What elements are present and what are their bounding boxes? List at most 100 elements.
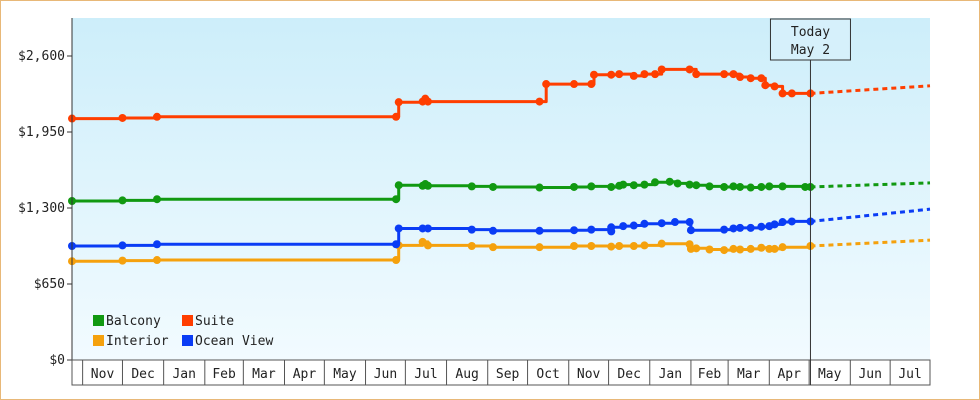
legend-label: Interior: [106, 334, 169, 349]
data-point: [542, 80, 551, 89]
data-point: [467, 182, 476, 191]
data-point: [392, 195, 401, 204]
legend-label: Balcony: [106, 314, 161, 329]
data-point: [736, 73, 745, 82]
legend-swatch: [93, 335, 104, 346]
data-point: [423, 181, 432, 190]
data-point: [757, 182, 766, 191]
data-point: [615, 242, 624, 250]
data-point: [535, 243, 544, 252]
data-point: [640, 241, 649, 250]
data-point: [423, 241, 432, 250]
data-point: [423, 97, 432, 106]
data-point: [787, 217, 796, 226]
data-point: [629, 242, 638, 250]
data-point: [587, 242, 596, 250]
data-point: [607, 70, 616, 79]
legend-swatch: [182, 335, 193, 346]
x-tick-label: Feb: [212, 367, 236, 382]
data-point: [640, 70, 649, 79]
series-projection-line: [810, 238, 931, 248]
data-point: [692, 181, 701, 190]
x-tick-label: Dec: [131, 367, 154, 382]
x-axis-band: [71, 359, 931, 386]
data-point: [673, 179, 682, 188]
x-tick-label: Mar: [737, 367, 761, 382]
data-point: [757, 222, 766, 231]
data-point: [746, 244, 755, 253]
data-point: [619, 180, 628, 189]
series-interior: [68, 237, 931, 266]
x-tick-label: Jul: [898, 367, 921, 382]
data-point: [705, 245, 714, 254]
y-tick-label: $2,600: [18, 49, 65, 64]
x-tick-label: Jul: [414, 367, 437, 382]
y-tick-label: $1,300: [18, 201, 65, 216]
data-point: [394, 98, 403, 107]
data-point: [629, 181, 638, 190]
x-tick-label: May: [818, 367, 842, 382]
data-point: [392, 112, 401, 121]
y-axis-ticks: $0 $650 $1,300 $1,950 $2,600: [18, 49, 72, 368]
x-tick-label: Jan: [172, 367, 195, 382]
legend: Balcony Suite Interior Ocean View: [93, 314, 273, 349]
data-point: [778, 243, 787, 252]
data-point: [770, 244, 779, 253]
data-point: [570, 182, 579, 191]
x-tick-label: Aug: [455, 367, 478, 382]
data-point: [570, 80, 579, 89]
x-tick-label: Jun: [374, 367, 397, 382]
data-point: [153, 112, 162, 121]
today-date: May 2: [791, 43, 830, 58]
data-point: [118, 196, 127, 205]
x-axis-ticks: Nov Dec Jan Feb Mar Apr May Jun Jul Aug Sep Oct Nov D…: [82, 360, 922, 385]
data-point: [761, 81, 770, 90]
data-point: [685, 65, 694, 74]
series-layer: [68, 65, 931, 266]
x-tick-label: Mar: [252, 367, 276, 382]
data-point: [720, 246, 729, 255]
data-point: [629, 71, 638, 80]
data-point: [535, 183, 544, 192]
data-point: [570, 242, 579, 250]
data-point: [587, 225, 596, 234]
data-point: [736, 223, 745, 232]
data-point: [705, 182, 714, 191]
data-point: [770, 82, 779, 91]
data-point: [607, 242, 616, 251]
data-point: [746, 183, 755, 192]
data-point: [757, 243, 766, 252]
data-point: [765, 182, 774, 191]
series-suite: [68, 65, 931, 123]
legend-label: Ocean View: [195, 334, 273, 349]
data-point: [729, 70, 738, 79]
data-point: [423, 224, 432, 233]
data-point: [778, 89, 787, 98]
data-point: [651, 70, 660, 79]
data-point: [615, 70, 624, 79]
data-point: [720, 70, 729, 79]
data-point: [467, 225, 476, 234]
data-point: [720, 225, 729, 234]
x-tick-label: Apr: [293, 367, 317, 382]
data-point: [770, 220, 779, 229]
data-point: [394, 181, 403, 190]
data-point: [153, 195, 162, 204]
data-point: [629, 221, 638, 230]
data-point: [651, 178, 660, 187]
data-point: [729, 224, 738, 233]
data-point: [118, 241, 127, 250]
data-point: [746, 74, 755, 83]
data-point: [787, 89, 796, 98]
data-point: [685, 180, 694, 189]
today-marker: Today May 2: [769, 18, 851, 385]
data-point: [657, 219, 666, 228]
data-point: [153, 256, 162, 265]
data-point: [587, 182, 596, 191]
data-point: [670, 218, 679, 227]
data-point: [607, 182, 616, 191]
x-tick-label: Apr: [777, 367, 801, 382]
data-point: [392, 256, 401, 265]
data-point: [692, 244, 701, 253]
